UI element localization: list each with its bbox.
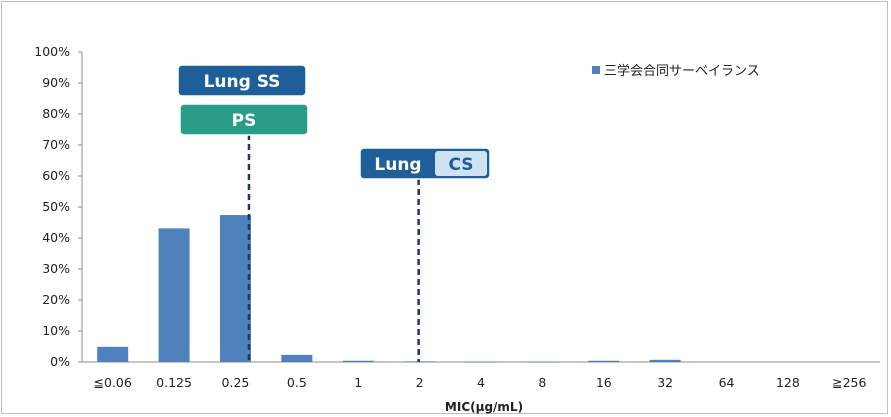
badge-ps <box>179 103 309 136</box>
x-axis-title: MIC(μg/mL) <box>445 400 523 414</box>
bar <box>526 361 558 363</box>
badge-lung-ss <box>177 64 307 97</box>
x-tick-label: 2 <box>416 375 424 390</box>
y-tick-label: 20% <box>42 292 70 307</box>
breakpoint-markers: Lung SS PS Lung CS <box>177 64 491 362</box>
bar <box>649 359 681 362</box>
x-tick-label: 0.125 <box>156 375 192 390</box>
x-tick-label: 8 <box>538 375 546 390</box>
y-axis-labels: 0% 10% 20% 30% 40% 50% 60% 70% 80% 90% 100% <box>34 44 70 369</box>
badge-lung-ss-label: Lung SS <box>204 72 281 92</box>
bar <box>219 215 251 362</box>
y-tick-label: 70% <box>42 137 70 152</box>
axes <box>78 51 880 363</box>
x-tick-label: 0.5 <box>287 375 307 390</box>
bar <box>465 361 497 363</box>
y-tick-label: 80% <box>42 106 70 121</box>
x-tick-label: 1 <box>354 375 362 390</box>
y-tick-label: 10% <box>42 323 70 338</box>
x-tick-label: 128 <box>776 375 800 390</box>
x-tick-label: 0.25 <box>222 375 250 390</box>
badge-cs-inner <box>435 151 487 176</box>
x-tick-label: 4 <box>477 375 485 390</box>
x-tick-label: ≦0.06 <box>94 375 132 390</box>
y-tick-label: 40% <box>42 230 70 245</box>
bar <box>588 360 620 362</box>
y-tick-label: 0% <box>50 354 70 369</box>
x-tick-label: 32 <box>657 375 673 390</box>
legend: 三学会合同サーベイランス <box>592 63 760 79</box>
x-tick-label: ≧256 <box>832 375 866 390</box>
badge-ps-label: PS <box>232 111 257 131</box>
x-tick-label: 64 <box>719 375 735 390</box>
bar <box>342 360 374 362</box>
bar <box>281 354 313 362</box>
y-tick-label: 60% <box>42 168 70 183</box>
x-tick-label: 16 <box>596 375 612 390</box>
bar <box>158 228 190 362</box>
y-tick-label: 30% <box>42 261 70 276</box>
x-axis-labels: ≦0.06 0.125 0.25 0.5 1 2 4 8 16 32 64 128 ≧256 <box>94 375 867 390</box>
y-tick-label: 100% <box>34 44 70 59</box>
badge-lung-cs-label: Lung <box>374 155 421 175</box>
legend-swatch <box>592 66 600 74</box>
y-tick-label: 90% <box>42 75 70 90</box>
legend-label: 三学会合同サーベイランス <box>604 63 760 79</box>
badge-cs-label: CS <box>448 155 473 175</box>
bars <box>97 215 681 363</box>
y-tick-label: 50% <box>42 199 70 214</box>
bar <box>97 346 129 362</box>
